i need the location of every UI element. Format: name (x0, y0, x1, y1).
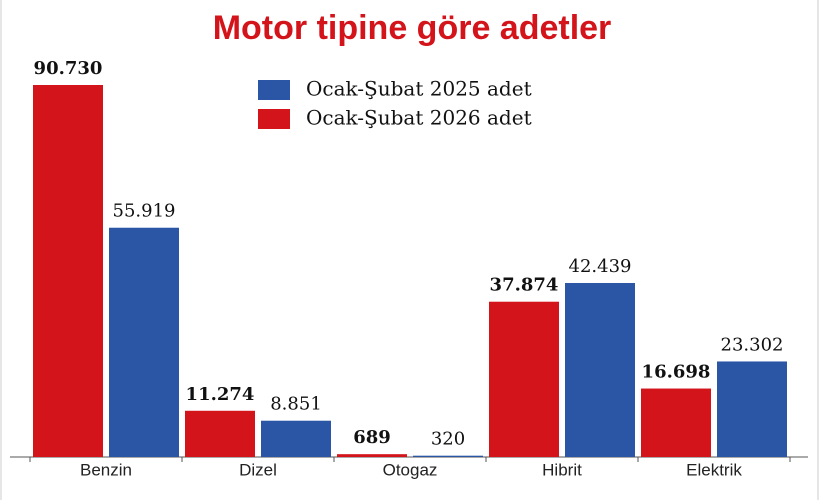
value-label: 55.919 (113, 201, 176, 222)
bar (109, 227, 179, 457)
bar (717, 361, 787, 457)
value-label: 90.730 (34, 58, 103, 79)
bar (261, 420, 331, 457)
value-label: 42.439 (569, 256, 632, 277)
value-label: 320 (431, 429, 465, 450)
bar (641, 388, 711, 457)
bar (337, 454, 407, 457)
legend-label: Ocak-Şubat 2025 adet (306, 77, 532, 101)
value-label: 8.851 (270, 394, 322, 415)
legend-label: Ocak-Şubat 2026 adet (306, 106, 532, 130)
x-tick-label: Dizel (239, 460, 277, 479)
value-label: 16.698 (642, 362, 711, 383)
x-tick-label: Otogaz (383, 460, 438, 479)
chart-title: Motor tipine göre adetler (213, 9, 612, 47)
value-label: 23.302 (721, 334, 784, 355)
bar (33, 85, 103, 457)
value-label: 37.874 (490, 275, 559, 296)
x-tick-label: Elektrik (686, 460, 742, 479)
bar (185, 410, 255, 457)
bar (489, 301, 559, 457)
legend-swatch (258, 80, 290, 100)
value-label: 11.274 (186, 384, 255, 405)
bar (413, 455, 483, 457)
x-tick-label: Benzin (80, 460, 132, 479)
x-tick-label: Hibrit (542, 460, 582, 479)
bar (565, 282, 635, 457)
value-label: 689 (353, 427, 391, 448)
legend-swatch (258, 109, 290, 129)
